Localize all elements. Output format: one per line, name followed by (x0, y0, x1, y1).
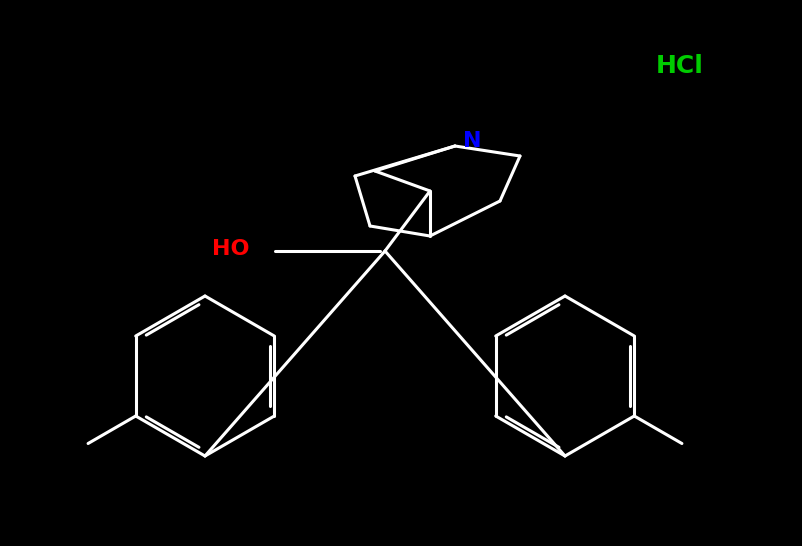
Text: N: N (463, 131, 481, 151)
Text: HO: HO (213, 239, 250, 259)
Text: HCl: HCl (656, 54, 704, 78)
